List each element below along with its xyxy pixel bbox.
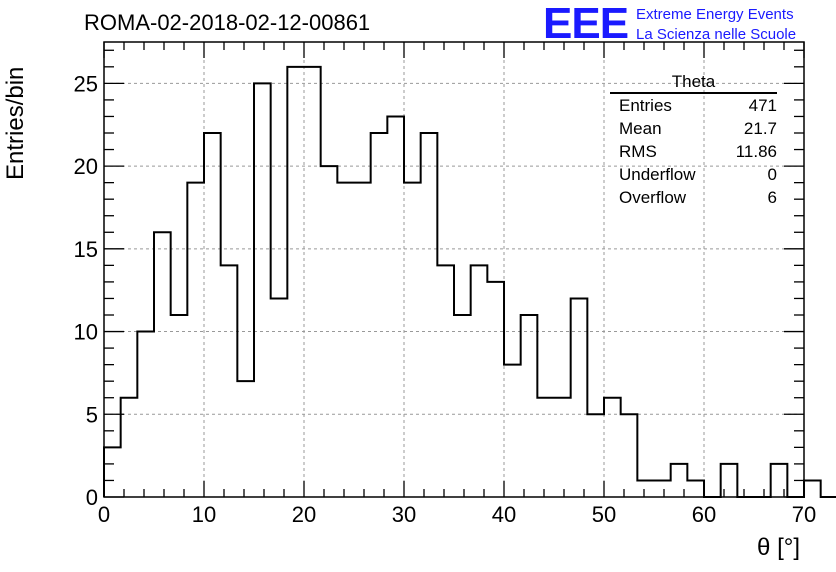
axis-ticks bbox=[103, 42, 805, 498]
x-axis-label: θ [°] bbox=[757, 534, 800, 561]
stats-value: 6 bbox=[767, 188, 777, 207]
x-tick-label: 0 bbox=[98, 502, 110, 527]
x-tick-label: 60 bbox=[692, 502, 716, 527]
x-tick-label: 10 bbox=[192, 502, 216, 527]
plot-title: ROMA-02-2018-02-12-00861 bbox=[84, 10, 371, 35]
stats-row-rms: RMS 11.86 bbox=[610, 140, 777, 163]
logo-line-1: Extreme Energy Events bbox=[636, 6, 794, 23]
y-tick-label: 25 bbox=[74, 71, 98, 96]
plot-frame bbox=[103, 41, 805, 498]
eee-logo: EEE bbox=[543, 0, 629, 48]
y-tick-label: 15 bbox=[74, 237, 98, 262]
stats-value: 21.7 bbox=[743, 119, 777, 138]
stats-value: 11.86 bbox=[735, 142, 777, 161]
y-tick-label: 20 bbox=[74, 154, 98, 179]
stats-row-mean: Mean 21.7 bbox=[610, 117, 777, 140]
stats-label: Entries bbox=[619, 96, 672, 115]
y-tick-label: 10 bbox=[74, 320, 98, 345]
x-tick-label: 40 bbox=[492, 502, 516, 527]
y-tick-label: 0 bbox=[86, 485, 98, 510]
x-tick-label: 30 bbox=[392, 502, 416, 527]
y-axis-label: Entries/bin bbox=[2, 66, 29, 180]
x-tick-label: 70 bbox=[792, 502, 816, 527]
stats-value: 0 bbox=[767, 165, 777, 184]
stats-label: Underflow bbox=[619, 165, 696, 184]
stats-label: Overflow bbox=[619, 188, 687, 207]
stats-row-overflow: Overflow 6 bbox=[610, 186, 777, 209]
stats-label: Mean bbox=[619, 119, 662, 138]
stats-row-entries: Entries 471 bbox=[610, 94, 777, 117]
stats-label: RMS bbox=[619, 142, 657, 161]
logo-line-2: La Scienza nelle Scuole bbox=[636, 26, 797, 43]
stats-box: Theta Entries 471 Mean 21.7 RMS 11.86 Un… bbox=[610, 72, 777, 209]
stats-value: 471 bbox=[748, 96, 777, 115]
stats-title: Theta bbox=[610, 72, 777, 94]
x-tick-label: 20 bbox=[292, 502, 316, 527]
stats-row-underflow: Underflow 0 bbox=[610, 163, 777, 186]
x-tick-label: 50 bbox=[592, 502, 616, 527]
y-tick-label: 5 bbox=[86, 402, 98, 427]
